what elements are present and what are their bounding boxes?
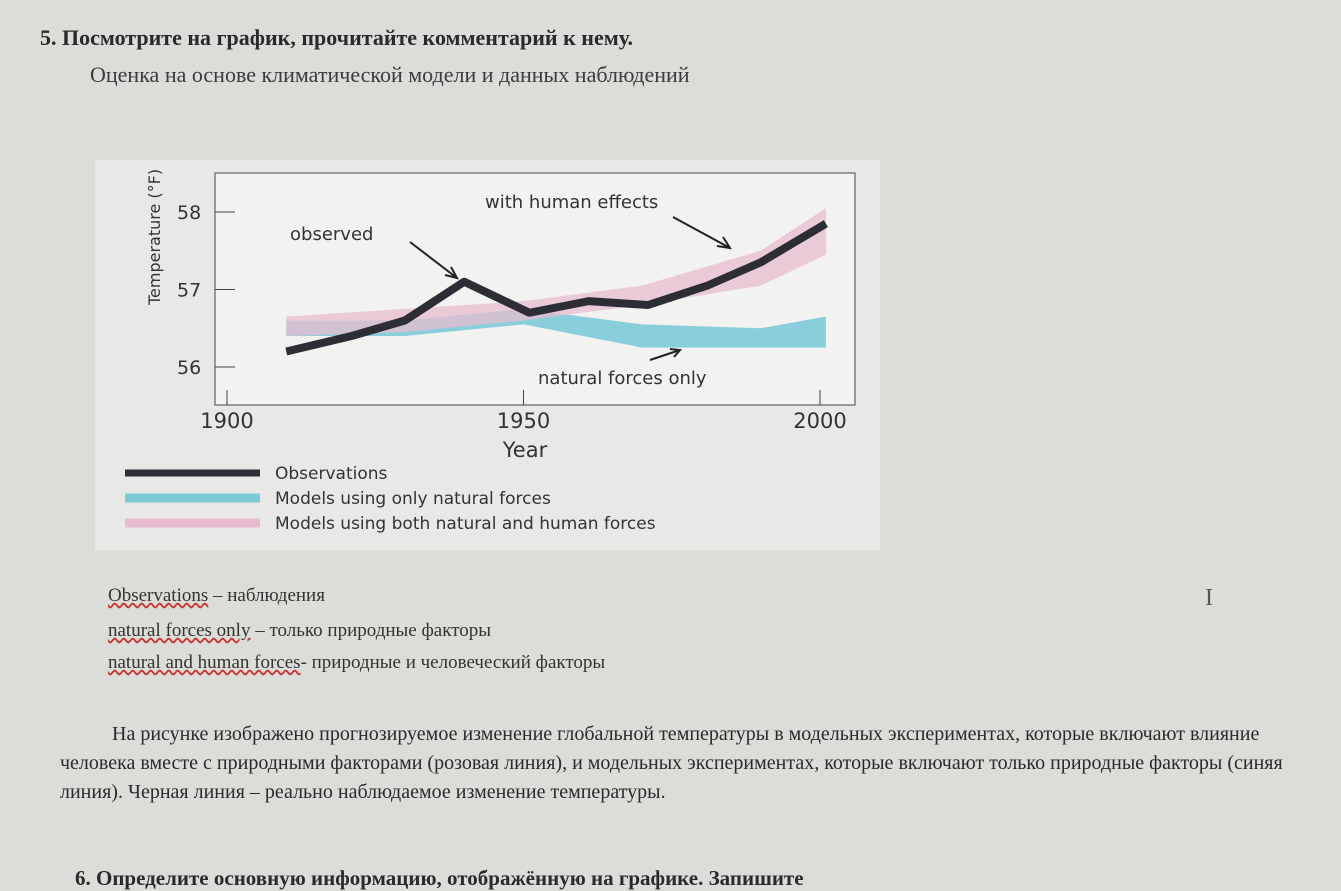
annotation-human: with human effects bbox=[485, 192, 658, 213]
plot-area bbox=[214, 172, 856, 406]
x-axis-label: Year bbox=[502, 438, 548, 462]
band-natural-only bbox=[286, 308, 826, 348]
task-5-subtitle: Оценка на основе климатической модели и … bbox=[90, 62, 690, 87]
x-tick-label: 2000 bbox=[793, 409, 846, 433]
legend-label: Models using only natural forces bbox=[275, 489, 551, 509]
arrow-human bbox=[672, 216, 733, 250]
description-paragraph: На рисунке изображено прогнозируемое изм… bbox=[60, 723, 1283, 803]
observations-line bbox=[285, 220, 828, 356]
x-tick-label: 1900 bbox=[200, 409, 253, 433]
arrow-observed bbox=[409, 241, 459, 280]
task-6-heading: 6. Определите основную информацию, отобр… bbox=[75, 866, 804, 890]
chart-svg: 56 57 58 1900 1950 2000 Temperature (°F) Year… bbox=[125, 169, 856, 534]
task-5-heading: 5. Посмотрите на график, прочитайте комм… bbox=[40, 25, 634, 50]
y-axis-label: Temperature (°F) bbox=[145, 169, 164, 306]
y-tick-label: 58 bbox=[177, 202, 201, 224]
annotation-observed: observed bbox=[290, 224, 373, 245]
glossary-item: Observations – наблюдения bbox=[108, 585, 325, 606]
glossary-item: natural and human forces- природные и че… bbox=[108, 652, 606, 673]
arrow-natural bbox=[649, 348, 683, 361]
glossary-item: natural forces only – только природные ф… bbox=[108, 620, 492, 641]
text-cursor-icon: I bbox=[1205, 585, 1213, 611]
y-tick-label: 57 bbox=[177, 280, 201, 302]
annotation-natural: natural forces only bbox=[538, 368, 707, 389]
y-tick-label: 56 bbox=[177, 357, 201, 379]
legend-label: Observations bbox=[275, 464, 388, 484]
x-tick-label: 1950 bbox=[497, 409, 550, 433]
chart-figure: 56 57 58 1900 1950 2000 Temperature (°F) Year… bbox=[95, 160, 880, 550]
legend-label: Models using both natural and human forc… bbox=[275, 514, 656, 534]
